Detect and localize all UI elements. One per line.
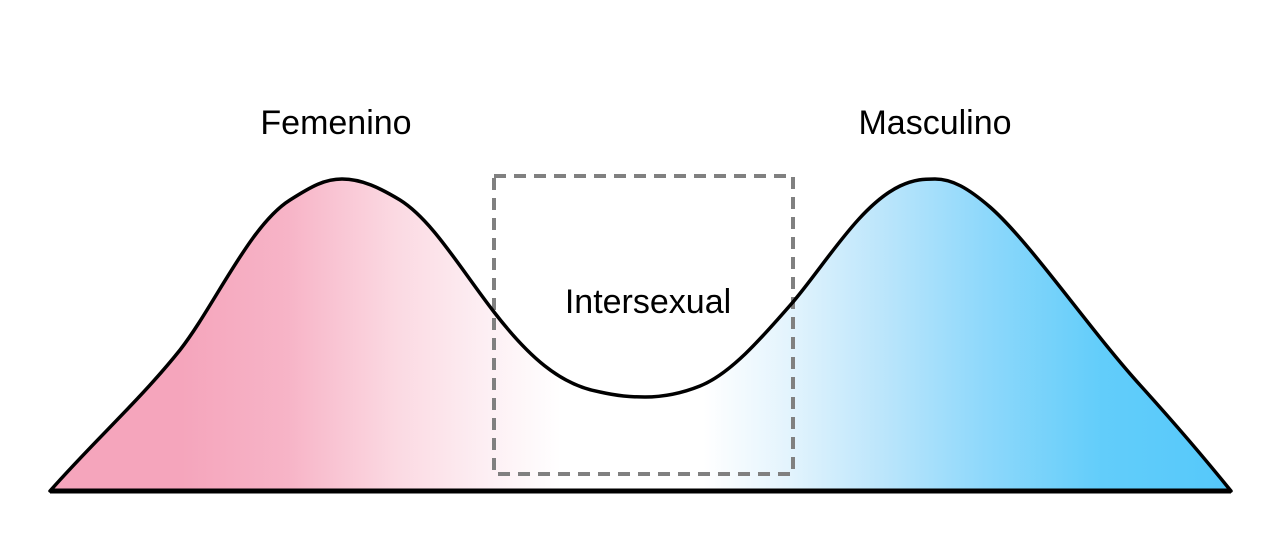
intersex-annotation-box [492,174,795,476]
bimodal-distribution-curve [48,177,1233,493]
label-intersexual: Intersexual [564,283,732,321]
male-distribution-area [645,179,1231,491]
label-masculino: Masculino [858,104,1012,142]
female-distribution-area [50,179,645,491]
label-femenino: Femenino [260,104,412,142]
